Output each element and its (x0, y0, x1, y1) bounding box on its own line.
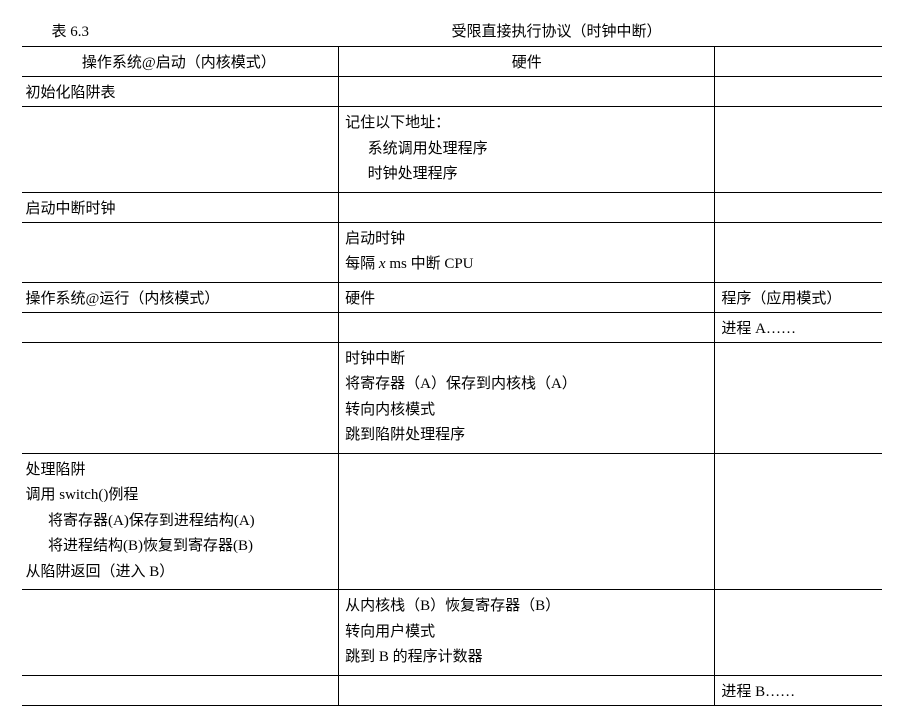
cell-c1: 启动中断时钟 (22, 192, 339, 222)
cell-line: 从陷阱返回（进入 B） (26, 564, 175, 580)
head2-col3: 程序（应用模式） (715, 282, 882, 312)
table-row: 记住以下地址： 系统调用处理程序 时钟处理程序 (22, 107, 882, 193)
cell-line-indent: 系统调用处理程序 (345, 137, 708, 163)
cell-line: 启动时钟 (345, 231, 405, 247)
cell-c3 (715, 590, 882, 676)
cell-c1 (22, 675, 339, 705)
table-number: 表 6.3 (22, 20, 332, 41)
head1-col2: 硬件 (339, 47, 715, 77)
cell-c2 (339, 77, 715, 107)
table-row: 处理陷阱 调用 switch()例程 将寄存器(A)保存到进程结构(A) 将进程… (22, 453, 882, 590)
table-head-row-1: 操作系统@启动（内核模式） 硬件 (22, 47, 882, 77)
table-container: 表 6.3 受限直接执行协议（时钟中断） 操作系统@启动（内核模式） 硬件 初始… (22, 20, 882, 706)
table-title: 受限直接执行协议（时钟中断） (332, 20, 882, 41)
cell-c1 (22, 312, 339, 342)
cell-line: 调用 switch()例程 (26, 487, 139, 503)
cell-line-indent: 将进程结构(B)恢复到寄存器(B) (26, 534, 333, 560)
table-row: 时钟中断 将寄存器（A）保存到内核栈（A） 转向内核模式 跳到陷阱处理程序 (22, 342, 882, 453)
cell-line: 转向用户模式 (345, 624, 435, 640)
var-x: x (379, 256, 386, 272)
cell-c3: 进程 A…… (715, 312, 882, 342)
table-row: 初始化陷阱表 (22, 77, 882, 107)
cell-c3 (715, 222, 882, 282)
cell-c1 (22, 342, 339, 453)
head2-col1: 操作系统@运行（内核模式） (22, 282, 339, 312)
cell-line: 将寄存器（A）保存到内核栈（A） (345, 376, 577, 392)
cell-c2 (339, 312, 715, 342)
cell-line: 每隔 x ms 中断 CPU (345, 256, 473, 272)
cell-c2 (339, 675, 715, 705)
protocol-table: 操作系统@启动（内核模式） 硬件 初始化陷阱表 记住以下地址： 系统调用处理程序… (22, 46, 882, 706)
head2-col2: 硬件 (339, 282, 715, 312)
cell-c1 (22, 107, 339, 193)
cell-c3 (715, 342, 882, 453)
cell-c2 (339, 453, 715, 590)
cell-c2: 启动时钟 每隔 x ms 中断 CPU (339, 222, 715, 282)
cell-line: 从内核栈（B）恢复寄存器（B） (345, 598, 560, 614)
cell-c1: 处理陷阱 调用 switch()例程 将寄存器(A)保存到进程结构(A) 将进程… (22, 453, 339, 590)
table-row: 启动中断时钟 (22, 192, 882, 222)
cell-line: 记住以下地址： (345, 115, 450, 131)
cell-line: 时钟中断 (345, 351, 405, 367)
cell-c2: 从内核栈（B）恢复寄存器（B） 转向用户模式 跳到 B 的程序计数器 (339, 590, 715, 676)
cell-c3: 进程 B…… (715, 675, 882, 705)
cell-line: 转向内核模式 (345, 402, 435, 418)
cell-c2: 时钟中断 将寄存器（A）保存到内核栈（A） 转向内核模式 跳到陷阱处理程序 (339, 342, 715, 453)
cell-c1: 初始化陷阱表 (22, 77, 339, 107)
table-head-row-2: 操作系统@运行（内核模式） 硬件 程序（应用模式） (22, 282, 882, 312)
cell-c3 (715, 77, 882, 107)
cell-c3 (715, 107, 882, 193)
table-header-row: 表 6.3 受限直接执行协议（时钟中断） (22, 20, 882, 41)
head1-col3 (715, 47, 882, 77)
cell-c1 (22, 590, 339, 676)
cell-line-indent: 将寄存器(A)保存到进程结构(A) (26, 509, 333, 535)
cell-c3 (715, 192, 882, 222)
cell-c1 (22, 222, 339, 282)
head1-col1: 操作系统@启动（内核模式） (22, 47, 339, 77)
table-row: 从内核栈（B）恢复寄存器（B） 转向用户模式 跳到 B 的程序计数器 (22, 590, 882, 676)
table-row: 进程 A…… (22, 312, 882, 342)
cell-c3 (715, 453, 882, 590)
cell-line-indent: 时钟处理程序 (345, 162, 708, 188)
cell-line: 跳到 B 的程序计数器 (345, 649, 483, 665)
cell-c2 (339, 192, 715, 222)
table-row: 启动时钟 每隔 x ms 中断 CPU (22, 222, 882, 282)
cell-line: 处理陷阱 (26, 462, 86, 478)
cell-c2: 记住以下地址： 系统调用处理程序 时钟处理程序 (339, 107, 715, 193)
table-row: 进程 B…… (22, 675, 882, 705)
cell-line: 跳到陷阱处理程序 (345, 427, 465, 443)
